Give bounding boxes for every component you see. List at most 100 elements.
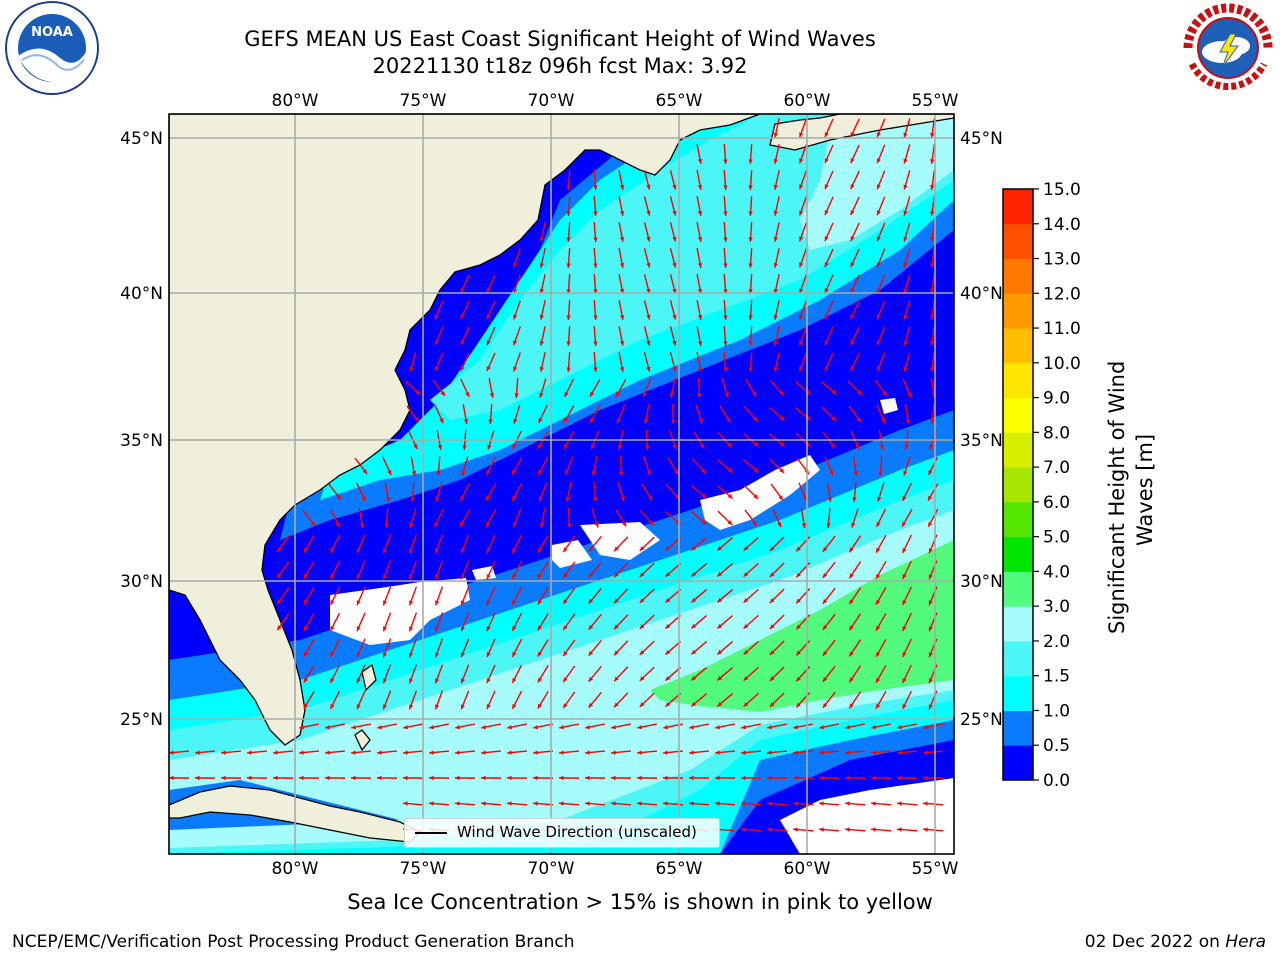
wave-direction-arrowhead [697, 393, 702, 398]
wave-direction-arrowhead [824, 132, 829, 138]
wave-direction-arrowhead [897, 775, 902, 781]
colorbar-tick-label: 1.5 [1043, 667, 1070, 687]
wave-direction-arrowhead [330, 625, 335, 631]
colorbar-tick-label: 1.0 [1043, 701, 1070, 721]
wave-direction-arrowhead [876, 677, 881, 683]
wave-direction-arrowhead [463, 419, 469, 424]
wave-direction-arrowhead [563, 703, 568, 709]
wave-direction-arrowhead [845, 801, 850, 806]
wave-direction-arrowhead [669, 392, 675, 398]
wave-direction-arrowhead [697, 158, 703, 164]
wave-direction-arrowhead [773, 210, 778, 216]
colorbar-tick-label: 11.0 [1043, 319, 1081, 339]
wave-direction-arrowhead [822, 572, 828, 578]
wave-direction-arrowhead [753, 494, 759, 500]
wave-direction-arrowhead [649, 520, 654, 526]
wave-direction-arrowhead [619, 340, 625, 346]
wave-direction-arrowhead [826, 523, 831, 528]
wave-direction-arrowhead [439, 418, 444, 424]
wave-direction-arrowhead [743, 624, 749, 629]
wave-direction-arrowhead [743, 598, 749, 603]
wave-direction-arrowhead [377, 775, 382, 781]
lon-label: 75°W [400, 91, 447, 111]
wave-direction-arrowhead [585, 775, 590, 781]
wave-direction-arrowhead [691, 545, 697, 551]
wave-direction-arrowhead [773, 158, 778, 164]
wave-direction-arrowhead [563, 651, 568, 657]
wave-direction-arrowhead [769, 624, 775, 629]
wave-direction-arrowhead [460, 548, 466, 554]
wave-direction-arrowhead [827, 497, 833, 502]
wave-direction-arrowhead [356, 704, 361, 710]
wave-direction-arrowhead [799, 210, 804, 216]
wave-direction-arrowhead [930, 211, 935, 216]
wave-direction-arrowhead [247, 750, 252, 755]
wave-direction-arrowhead [611, 750, 616, 755]
wave-direction-arrowhead [881, 418, 886, 424]
wave-direction-arrowhead [907, 392, 912, 398]
wave-direction-arrowhead [639, 650, 645, 655]
wave-direction-arrowhead [646, 184, 651, 190]
wave-direction-arrowhead [387, 470, 392, 476]
wave-direction-arrowhead [336, 495, 342, 500]
wave-direction-arrowhead [930, 289, 935, 294]
wave-direction-arrowhead [303, 573, 309, 579]
wave-direction-arrowhead [486, 626, 491, 632]
wave-direction-arrowhead [923, 750, 928, 755]
wave-direction-arrowhead [559, 775, 564, 781]
wave-direction-arrowhead [563, 677, 568, 683]
nws-logo-icon [1183, 3, 1273, 92]
wave-direction-arrowhead [717, 571, 723, 577]
wave-direction-arrowhead [277, 625, 282, 631]
colorbar-tick-label: 7.0 [1043, 458, 1070, 478]
wave-direction-arrowhead [845, 775, 850, 781]
wave-direction-arrowhead [672, 236, 677, 242]
wave-direction-arrowhead [724, 392, 729, 398]
colorbar-tick-label: 5.0 [1043, 528, 1070, 548]
wave-direction-arrowhead [876, 132, 881, 138]
wave-direction-arrowhead [929, 444, 934, 450]
wave-direction-arrowhead [876, 651, 881, 657]
wave-direction-arrowhead [619, 236, 625, 242]
wave-direction-arrowhead [799, 288, 804, 294]
wave-direction-arrowhead [351, 750, 356, 755]
wave-direction-arrowhead [646, 236, 651, 242]
wave-direction-arrowhead [850, 236, 855, 242]
wave-direction-arrowhead [697, 262, 703, 268]
wave-direction-arrowhead [905, 419, 911, 424]
wave-direction-arrowhead [512, 469, 517, 475]
lon-label: 80°W [272, 91, 319, 111]
wave-direction-arrowhead [588, 650, 594, 656]
wave-direction-arrowhead [639, 546, 645, 551]
wave-direction-arrowhead [856, 417, 861, 423]
wave-direction-arrowhead [593, 367, 598, 372]
wave-direction-arrowhead [537, 677, 543, 683]
wave-direction-arrowhead [845, 827, 850, 832]
wave-direction-arrowhead [512, 599, 517, 605]
wave-direction-arrowhead [876, 703, 881, 709]
footer-date: 02 Dec 2022 on Hera [1085, 932, 1266, 952]
colorbar-segment [1003, 606, 1033, 642]
wave-direction-arrowhead [689, 775, 694, 781]
colorbar-tick-label: 0.5 [1043, 736, 1070, 756]
wave-direction-arrowhead [850, 158, 855, 164]
wave-direction-arrowhead [819, 827, 824, 832]
wave-direction-arrowhead [665, 571, 671, 577]
wave-direction-arrowhead [773, 340, 778, 346]
wave-direction-arrowhead [356, 574, 361, 580]
wave-direction-arrowhead [646, 314, 651, 320]
wave-direction-arrowhead [403, 724, 409, 730]
lat-label: 25°N [120, 710, 163, 730]
wave-direction-arrowhead [429, 724, 435, 730]
wave-direction-arrowhead [619, 471, 624, 476]
wave-direction-arrowhead [930, 263, 935, 268]
wave-direction-arrowhead [303, 703, 309, 709]
wave-direction-arrowhead [488, 419, 493, 424]
lon-label: 55°W [912, 91, 959, 111]
wave-direction-arrowhead [876, 288, 881, 294]
wave-direction-arrowhead [590, 417, 595, 423]
wave-direction-arrowhead [767, 750, 772, 755]
wave-direction-arrowhead [460, 288, 465, 294]
wave-direction-arrowhead [303, 547, 309, 553]
wave-direction-arrowhead [741, 827, 746, 832]
